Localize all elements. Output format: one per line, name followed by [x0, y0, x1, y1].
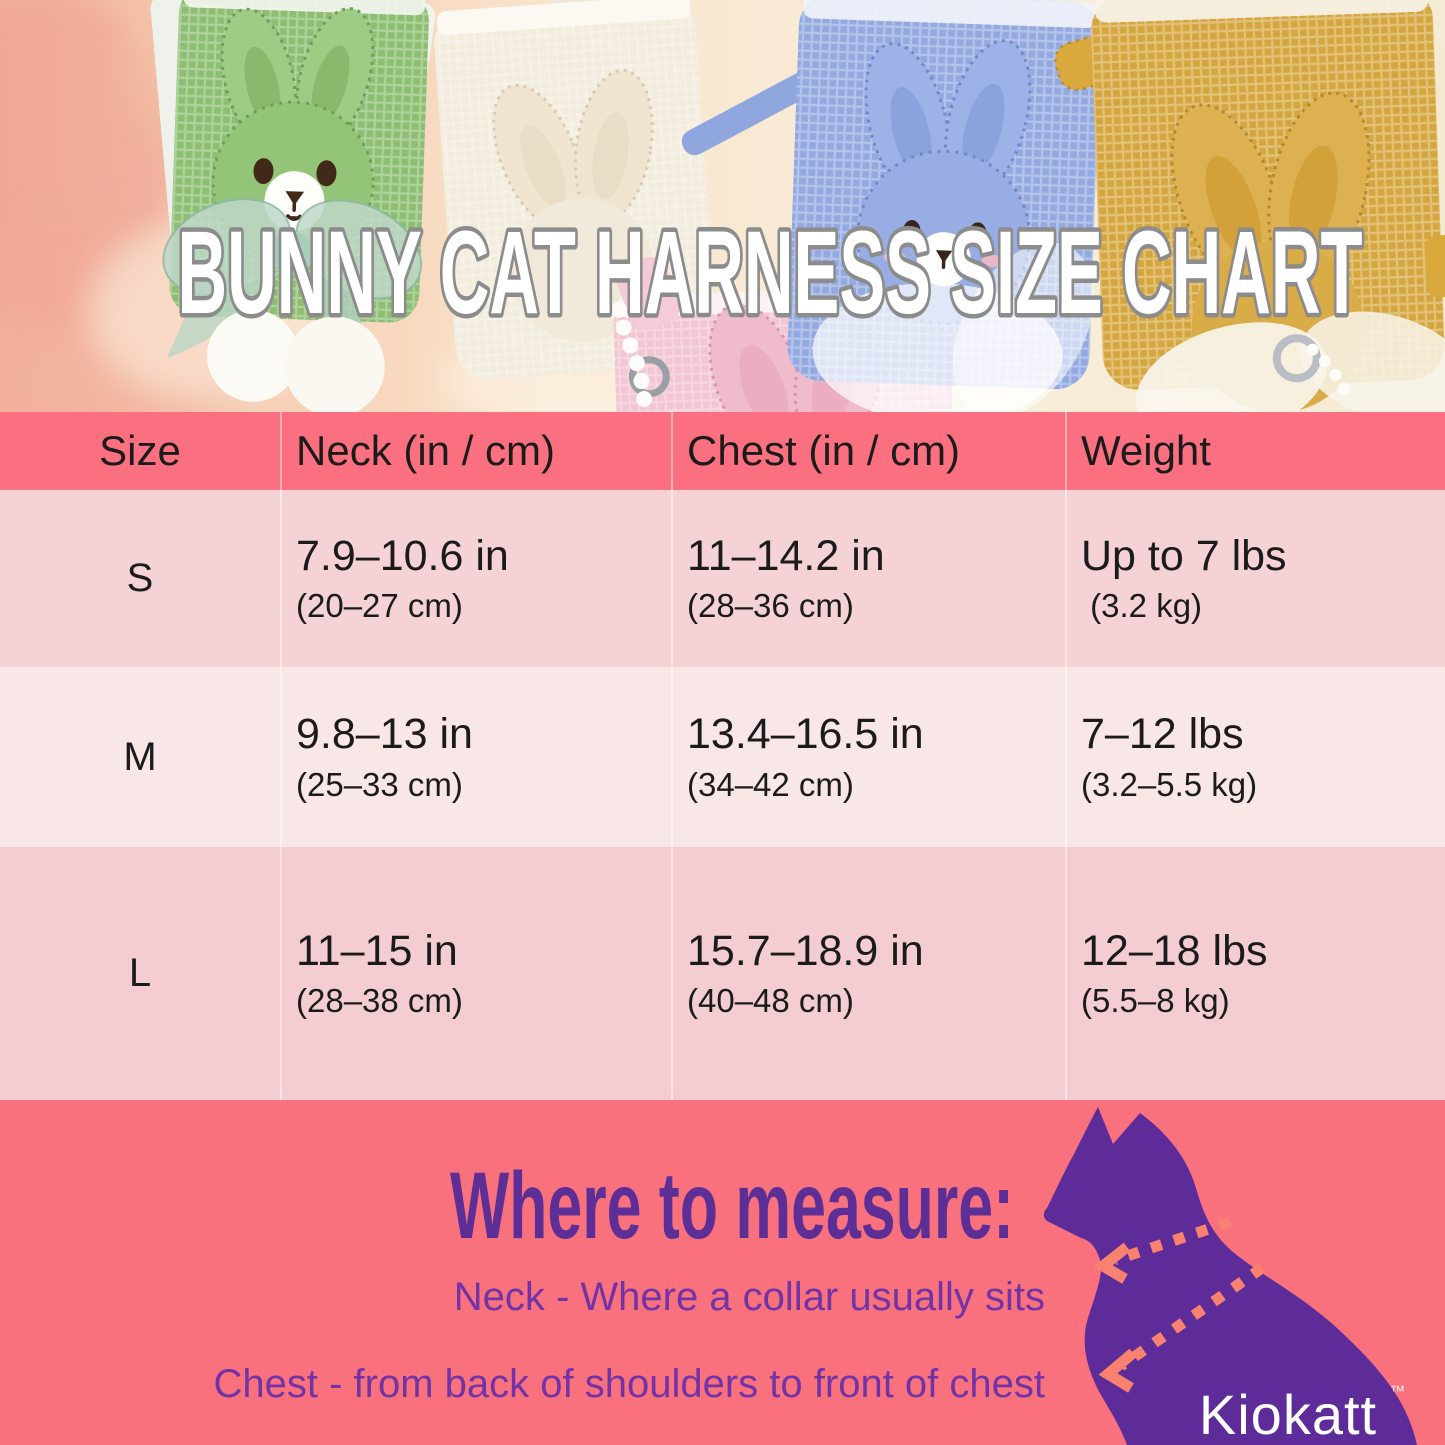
neck-cell: 9.8–13 in (25–33 cm): [280, 667, 671, 847]
chest-inches: 13.4–16.5 in: [687, 710, 924, 759]
bunny-eye-icon: [968, 222, 987, 247]
harness-illustration-yellow: [1054, 0, 1445, 412]
size-label: M: [123, 734, 157, 779]
weight-lbs: 7–12 lbs: [1081, 710, 1244, 759]
chest-cm: (34–42 cm): [687, 765, 854, 803]
header-chest: Chest (in / cm): [671, 412, 1065, 490]
header-neck: Neck (in / cm): [280, 412, 671, 490]
weight-cell: 12–18 lbs (5.5–8 kg): [1065, 847, 1445, 1100]
bunny-eye-icon: [316, 160, 337, 187]
header-size: Size: [99, 426, 181, 474]
table-row-size-s: S 7.9–10.6 in (20–27 cm) 11–14.2 in (28–…: [0, 490, 1445, 667]
neck-inches: 9.8–13 in: [296, 710, 473, 759]
cat-silhouette: [1043, 1107, 1417, 1445]
chest-cell: 15.7–18.9 in (40–48 cm): [671, 847, 1065, 1100]
measuring-guides: [1093, 1216, 1266, 1393]
neck-measure-dotted-line: [1113, 1216, 1232, 1266]
chest-arrow-icon: [1098, 1348, 1137, 1393]
where-to-measure-section: Where to measure: Neck - Where a collar …: [0, 1100, 1445, 1445]
size-chart-table: Size Neck (in / cm) Chest (in / cm) Weig…: [0, 412, 1445, 1100]
neck-cell: 11–15 in (28–38 cm): [280, 847, 671, 1100]
header-weight: Weight: [1065, 412, 1445, 490]
neck-cm: (25–33 cm): [296, 765, 463, 803]
weight-lbs: Up to 7 lbs: [1081, 531, 1287, 580]
bunny-eye-icon: [253, 158, 274, 185]
hero-title-overlay: BUNNY CAT HARNESS SIZE CHART: [173, 203, 1367, 344]
chest-cell: 13.4–16.5 in (34–42 cm): [671, 667, 1065, 847]
size-label: S: [126, 556, 154, 600]
weight-kg: (3.2 kg): [1081, 587, 1203, 624]
weight-lbs: 12–18 lbs: [1081, 926, 1268, 975]
trademark-symbol: ™: [1390, 1383, 1405, 1400]
neck-cm: (20–27 cm): [296, 587, 463, 624]
weight-kg: (5.5–8 kg): [1081, 982, 1230, 1019]
chest-cell: 11–14.2 in (28–36 cm): [671, 490, 1065, 667]
weight-cell: 7–12 lbs (3.2–5.5 kg): [1065, 667, 1445, 847]
chest-measure-dotted-line: [1117, 1263, 1266, 1371]
harness-illustration-green: [150, 0, 436, 412]
hero-photo-section: BUNNY CAT HARNESS SIZE CHART: [0, 0, 1445, 412]
neck-arrow-icon: [1093, 1242, 1131, 1284]
weight-kg: (3.2–5.5 kg): [1081, 765, 1258, 803]
chest-cm: (40–48 cm): [687, 982, 854, 1019]
chest-cm: (28–36 cm): [687, 587, 854, 624]
neck-cell: 7.9–10.6 in (20–27 cm): [280, 490, 671, 667]
cat-silhouette-illustration: [1043, 1107, 1417, 1445]
measure-title: Where to measure:: [450, 1153, 1014, 1259]
chest-inches: 15.7–18.9 in: [687, 926, 924, 975]
neck-cm: (28–38 cm): [296, 982, 463, 1019]
measure-chest-line: Chest - from back of shoulders to front …: [214, 1362, 1045, 1406]
size-label: L: [128, 951, 152, 995]
measure-text-overlay: Where to measure: Neck - Where a collar …: [214, 1153, 1405, 1445]
d-ring-icon: [1272, 334, 1321, 383]
neck-inches: 11–15 in: [296, 926, 458, 975]
hero-title: BUNNY CAT HARNESS SIZE CHART: [178, 207, 1363, 339]
weight-cell: Up to 7 lbs (3.2 kg): [1065, 490, 1445, 667]
brand-logo-kiokatt: Kiokatt: [1199, 1383, 1377, 1445]
pearl-chain-icon: [610, 301, 653, 407]
bunny-eye-icon: [902, 220, 921, 245]
neck-inches: 7.9–10.6 in: [296, 531, 509, 580]
harness-illustration-blue: [787, 0, 1101, 412]
beaded-cord-icon: [1306, 343, 1350, 395]
harness-photo: [0, 0, 1445, 412]
measure-neck-line: Neck - Where a collar usually sits: [454, 1275, 1045, 1319]
table-row-size-m: M 9.8–13 in (25–33 cm) 13.4–16.5 in (34–…: [0, 667, 1445, 847]
table-header-row: Size Neck (in / cm) Chest (in / cm) Weig…: [0, 412, 1445, 490]
table-row-size-l: L 11–15 in (28–38 cm) 15.7–18.9 in (40–4…: [0, 847, 1445, 1100]
chest-inches: 11–14.2 in: [687, 531, 885, 580]
